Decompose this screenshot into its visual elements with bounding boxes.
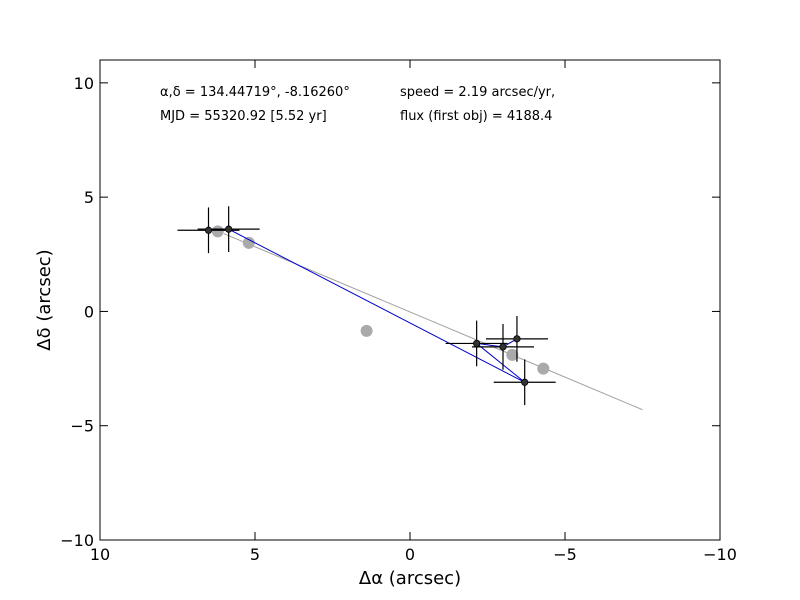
annotation-flux: flux (first obj) = 4188.4 bbox=[400, 109, 552, 124]
y-tick-label: 0 bbox=[84, 302, 94, 321]
model-point bbox=[242, 236, 255, 249]
fit-line bbox=[223, 233, 643, 411]
x-tick-label: 5 bbox=[250, 545, 260, 564]
plot-frame bbox=[99, 59, 721, 541]
y-tick-label: −10 bbox=[60, 531, 94, 550]
x-tick-label: 0 bbox=[405, 545, 415, 564]
model-point bbox=[211, 225, 224, 238]
y-tick-label: 10 bbox=[74, 74, 94, 93]
x-axis-label: Δα (arcsec) bbox=[359, 568, 461, 589]
x-tick-label: 10 bbox=[90, 545, 110, 564]
plot-layer bbox=[177, 206, 643, 411]
model-point bbox=[506, 348, 519, 361]
annotation-speed: speed = 2.19 arcsec/yr, bbox=[400, 85, 555, 100]
annotation-mjd: MJD = 55320.92 [5.52 yr] bbox=[160, 109, 327, 124]
observed-path bbox=[208, 228, 526, 383]
y-tick-label: 5 bbox=[84, 188, 94, 207]
model-point bbox=[360, 324, 373, 337]
model-point bbox=[537, 362, 550, 375]
observed-point bbox=[513, 335, 521, 343]
x-tick-label: −10 bbox=[703, 545, 737, 564]
observed-point bbox=[521, 378, 529, 386]
y-axis-label: Δδ (arcsec) bbox=[34, 249, 55, 350]
annotation-coordinates: α,δ = 134.44719°, -8.16260° bbox=[160, 85, 350, 100]
observed-point bbox=[204, 226, 213, 234]
y-tick-label: −5 bbox=[70, 417, 94, 436]
observed-point bbox=[499, 343, 507, 351]
x-tick-label: −5 bbox=[553, 545, 577, 564]
observed-point bbox=[225, 225, 233, 233]
observed-point bbox=[473, 339, 481, 348]
